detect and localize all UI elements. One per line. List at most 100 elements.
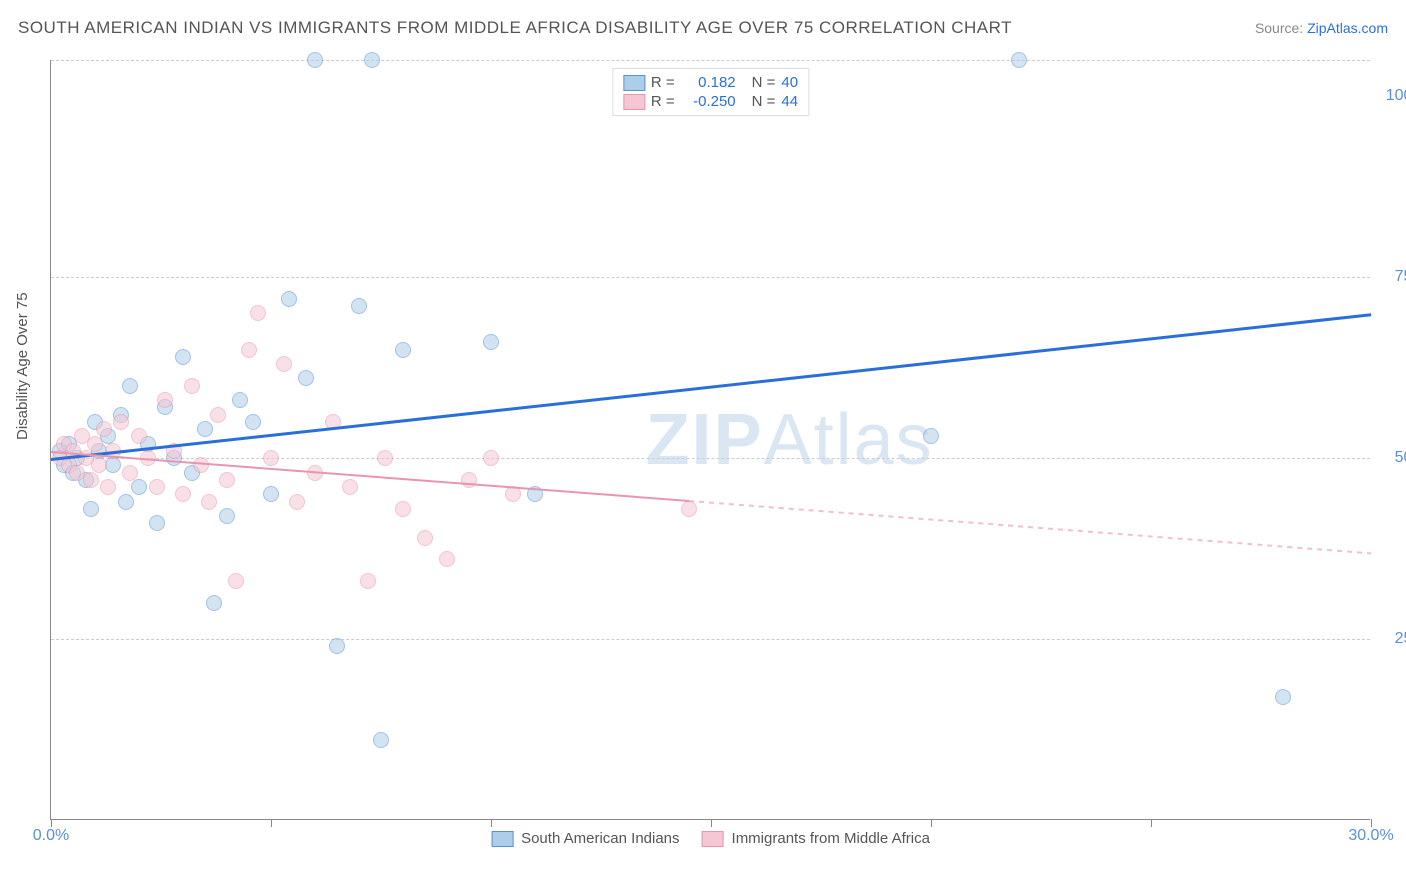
data-point: [113, 414, 129, 430]
data-point: [289, 494, 305, 510]
data-point: [395, 501, 411, 517]
legend-swatch: [623, 75, 645, 91]
data-point: [351, 298, 367, 314]
x-tick-label: 0.0%: [33, 827, 69, 845]
legend-series-name: Immigrants from Middle Africa: [732, 830, 930, 847]
x-tick: [931, 819, 932, 827]
legend-swatch: [623, 94, 645, 110]
legend-item: Immigrants from Middle Africa: [702, 830, 930, 847]
watermark: ZIPAtlas: [646, 399, 934, 481]
legend-r-label: R =: [651, 93, 675, 110]
data-point: [250, 305, 266, 321]
data-point: [1275, 689, 1291, 705]
legend-r-value: -0.250: [681, 93, 736, 110]
data-point: [395, 342, 411, 358]
data-point: [228, 573, 244, 589]
x-tick-label: 30.0%: [1348, 827, 1393, 845]
data-point: [157, 392, 173, 408]
gridline: [51, 277, 1370, 278]
chart-title: SOUTH AMERICAN INDIAN VS IMMIGRANTS FROM…: [18, 18, 1012, 38]
data-point: [100, 479, 116, 495]
data-point: [483, 334, 499, 350]
legend-n-value: 40: [781, 74, 798, 91]
data-point: [439, 551, 455, 567]
data-point: [298, 370, 314, 386]
data-point: [193, 457, 209, 473]
legend-n-label: N =: [752, 74, 776, 91]
x-tick: [271, 819, 272, 827]
legend-swatch: [491, 831, 513, 847]
data-point: [197, 421, 213, 437]
data-point: [210, 407, 226, 423]
source-link[interactable]: ZipAtlas.com: [1307, 20, 1388, 36]
legend-series-name: South American Indians: [521, 830, 679, 847]
data-point: [342, 479, 358, 495]
data-point: [241, 342, 257, 358]
x-tick: [711, 819, 712, 827]
source-label: Source: ZipAtlas.com: [1255, 20, 1388, 36]
data-point: [417, 530, 433, 546]
data-point: [206, 595, 222, 611]
data-point: [263, 486, 279, 502]
data-point: [329, 638, 345, 654]
x-tick: [1151, 819, 1152, 827]
data-point: [83, 501, 99, 517]
trend-line: [689, 500, 1371, 554]
legend-row: R = -0.250 N = 44: [623, 92, 798, 111]
x-tick: [1371, 819, 1372, 827]
data-point: [245, 414, 261, 430]
title-bar: SOUTH AMERICAN INDIAN VS IMMIGRANTS FROM…: [18, 18, 1388, 38]
legend-r-label: R =: [651, 74, 675, 91]
data-point: [276, 356, 292, 372]
x-tick: [51, 819, 52, 827]
data-point: [923, 428, 939, 444]
plot-area: ZIPAtlas R =0.182N =40R =-0.250N =44 Sou…: [50, 60, 1370, 820]
data-point: [83, 472, 99, 488]
data-point: [232, 392, 248, 408]
y-tick-label: 75.0%: [1380, 268, 1406, 286]
legend-series: South American Indians Immigrants from Mi…: [491, 830, 930, 847]
data-point: [87, 436, 103, 452]
data-point: [131, 479, 147, 495]
x-tick: [491, 819, 492, 827]
data-point: [149, 515, 165, 531]
legend-swatch: [702, 831, 724, 847]
data-point: [122, 465, 138, 481]
legend-correlation-box: R = 0.182 N = 40 R = -0.250 N = 44: [612, 68, 809, 116]
data-point: [184, 378, 200, 394]
gridline: [51, 458, 1370, 459]
data-point: [118, 494, 134, 510]
data-point: [219, 508, 235, 524]
data-point: [175, 486, 191, 502]
data-point: [377, 450, 393, 466]
legend-n-label: N =: [752, 93, 776, 110]
data-point: [307, 52, 323, 68]
source-prefix: Source:: [1255, 20, 1303, 36]
data-point: [373, 732, 389, 748]
legend-row: R = 0.182 N = 40: [623, 73, 798, 92]
data-point: [219, 472, 235, 488]
data-point: [201, 494, 217, 510]
trend-line: [51, 313, 1371, 461]
data-point: [131, 428, 147, 444]
data-point: [149, 479, 165, 495]
y-tick-label: 100.0%: [1380, 87, 1406, 105]
data-point: [1011, 52, 1027, 68]
data-point: [91, 457, 107, 473]
data-point: [263, 450, 279, 466]
y-tick-label: 25.0%: [1380, 630, 1406, 648]
data-point: [281, 291, 297, 307]
data-point: [364, 52, 380, 68]
y-axis-label: Disability Age Over 75: [14, 292, 31, 440]
data-point: [483, 450, 499, 466]
gridline: [51, 60, 1370, 61]
data-point: [681, 501, 697, 517]
legend-r-value: 0.182: [681, 74, 736, 91]
data-point: [175, 349, 191, 365]
gridline: [51, 639, 1370, 640]
y-tick-label: 50.0%: [1380, 449, 1406, 467]
data-point: [96, 421, 112, 437]
data-point: [122, 378, 138, 394]
legend-n-value: 44: [781, 93, 798, 110]
legend-item: South American Indians: [491, 830, 679, 847]
